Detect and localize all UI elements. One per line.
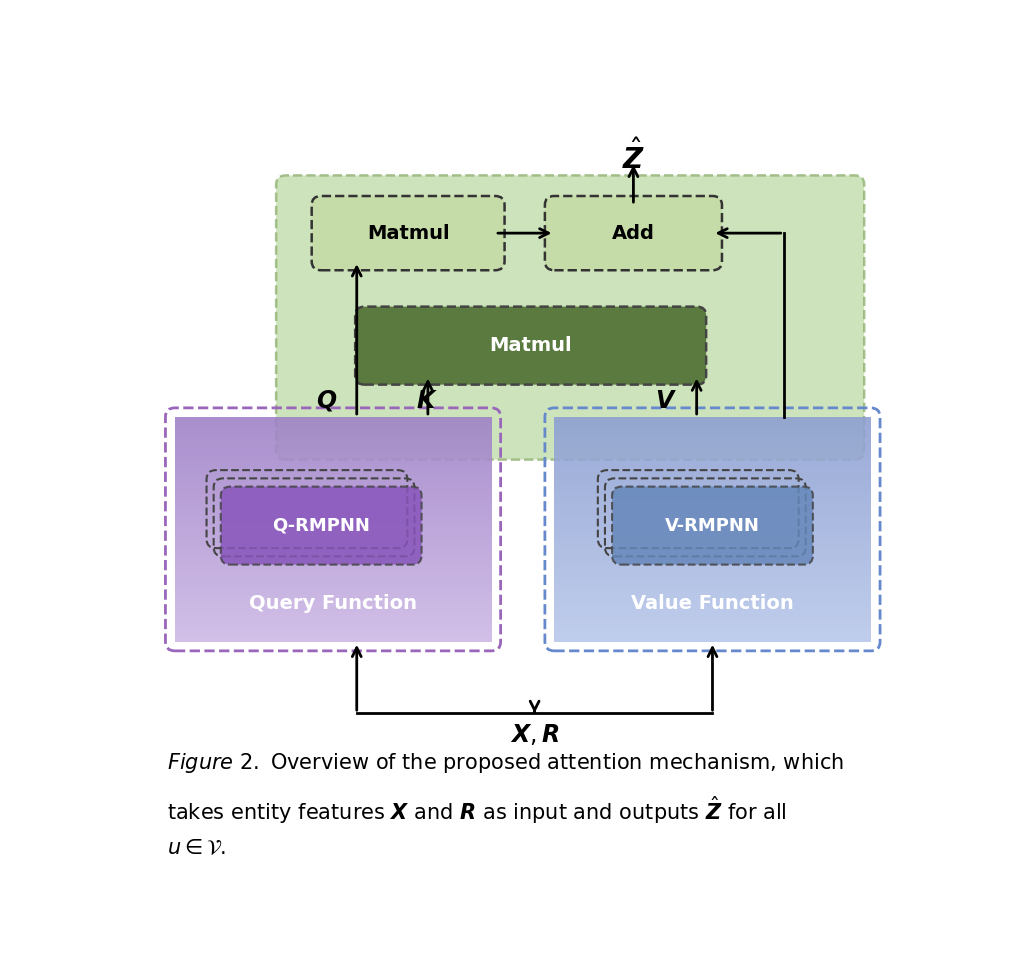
Text: $\boldsymbol{V}$: $\boldsymbol{V}$ (654, 390, 677, 413)
Text: $u \in \mathcal{V}$.: $u \in \mathcal{V}$. (167, 838, 226, 858)
Text: Matmul: Matmul (489, 336, 572, 356)
Text: Add: Add (611, 224, 654, 243)
Text: $\boldsymbol{X}, \boldsymbol{R}$: $\boldsymbol{X}, \boldsymbol{R}$ (510, 722, 558, 747)
Text: $\boldsymbol{Q}$: $\boldsymbol{Q}$ (316, 388, 336, 413)
FancyBboxPatch shape (220, 487, 421, 565)
Text: $\hat{\boldsymbol{Z}}$: $\hat{\boldsymbol{Z}}$ (622, 139, 644, 175)
Text: Matmul: Matmul (367, 224, 449, 243)
FancyBboxPatch shape (312, 196, 504, 270)
Text: $\it{Figure\ 2.}$ Overview of the proposed attention mechanism, which: $\it{Figure\ 2.}$ Overview of the propos… (167, 751, 843, 774)
Text: Value Function: Value Function (631, 594, 793, 614)
Text: $\boldsymbol{K}$: $\boldsymbol{K}$ (416, 390, 437, 413)
Text: Q-RMPNN: Q-RMPNN (272, 516, 370, 535)
Text: V-RMPNN: V-RMPNN (664, 516, 759, 535)
Text: takes entity features $\boldsymbol{X}$ and $\boldsymbol{R}$ as input and outputs: takes entity features $\boldsymbol{X}$ a… (167, 794, 786, 826)
FancyBboxPatch shape (544, 196, 721, 270)
Text: Query Function: Query Function (249, 594, 417, 614)
FancyBboxPatch shape (611, 487, 812, 565)
FancyBboxPatch shape (355, 307, 705, 385)
FancyBboxPatch shape (276, 175, 863, 460)
